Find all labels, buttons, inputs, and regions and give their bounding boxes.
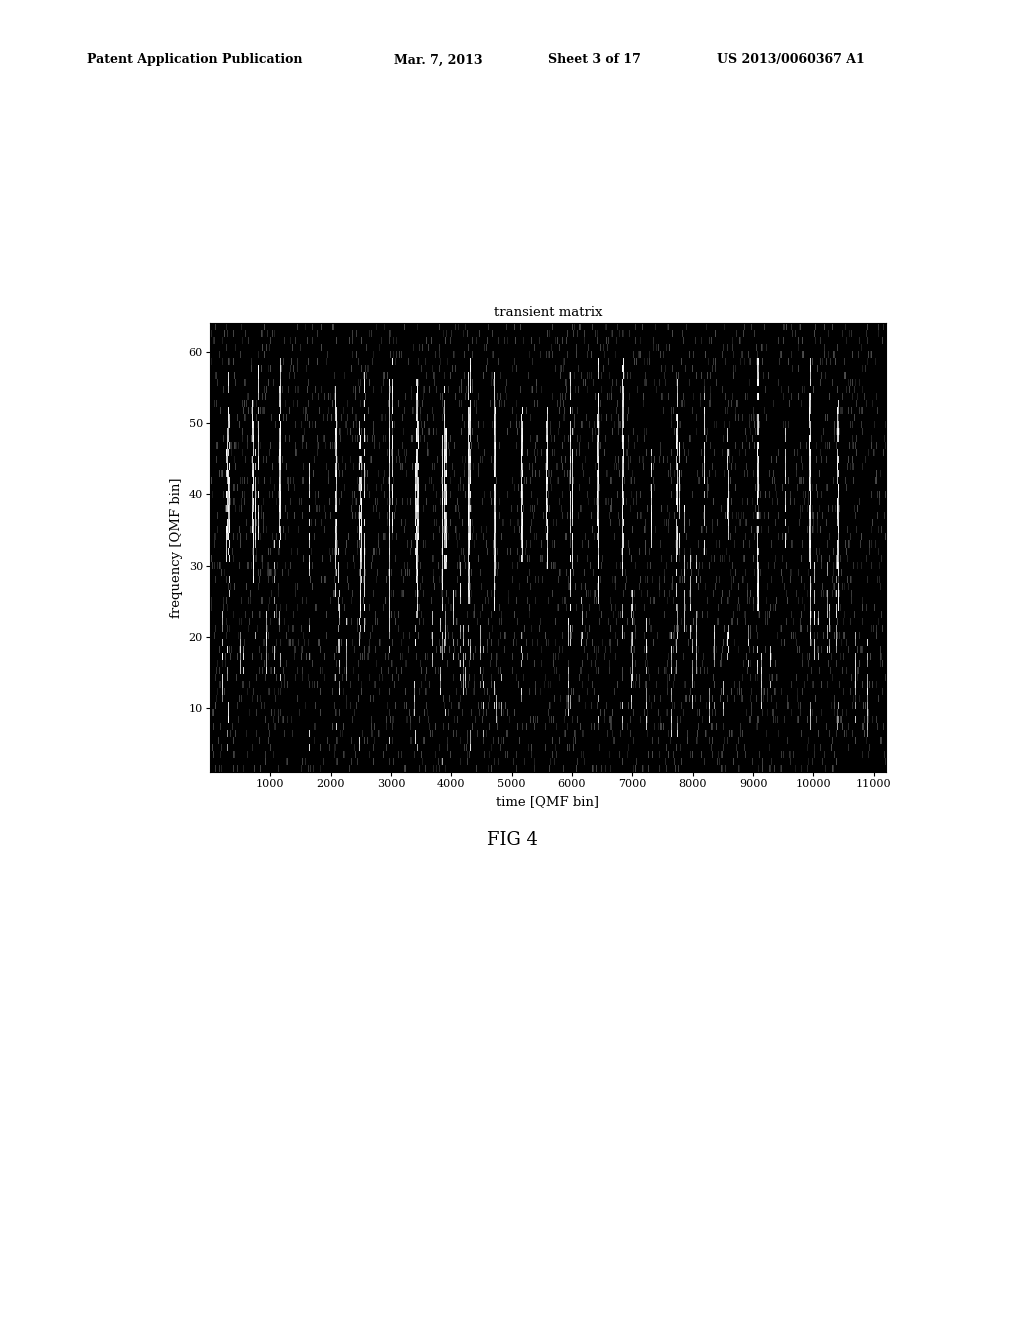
Text: Mar. 7, 2013: Mar. 7, 2013 [394, 53, 482, 66]
Title: transient matrix: transient matrix [494, 306, 602, 319]
Text: Sheet 3 of 17: Sheet 3 of 17 [548, 53, 641, 66]
Y-axis label: frequency [QMF bin]: frequency [QMF bin] [170, 478, 183, 618]
Text: FIG 4: FIG 4 [486, 830, 538, 849]
X-axis label: time [QMF bin]: time [QMF bin] [497, 795, 599, 808]
Text: US 2013/0060367 A1: US 2013/0060367 A1 [717, 53, 864, 66]
Text: Patent Application Publication: Patent Application Publication [87, 53, 302, 66]
